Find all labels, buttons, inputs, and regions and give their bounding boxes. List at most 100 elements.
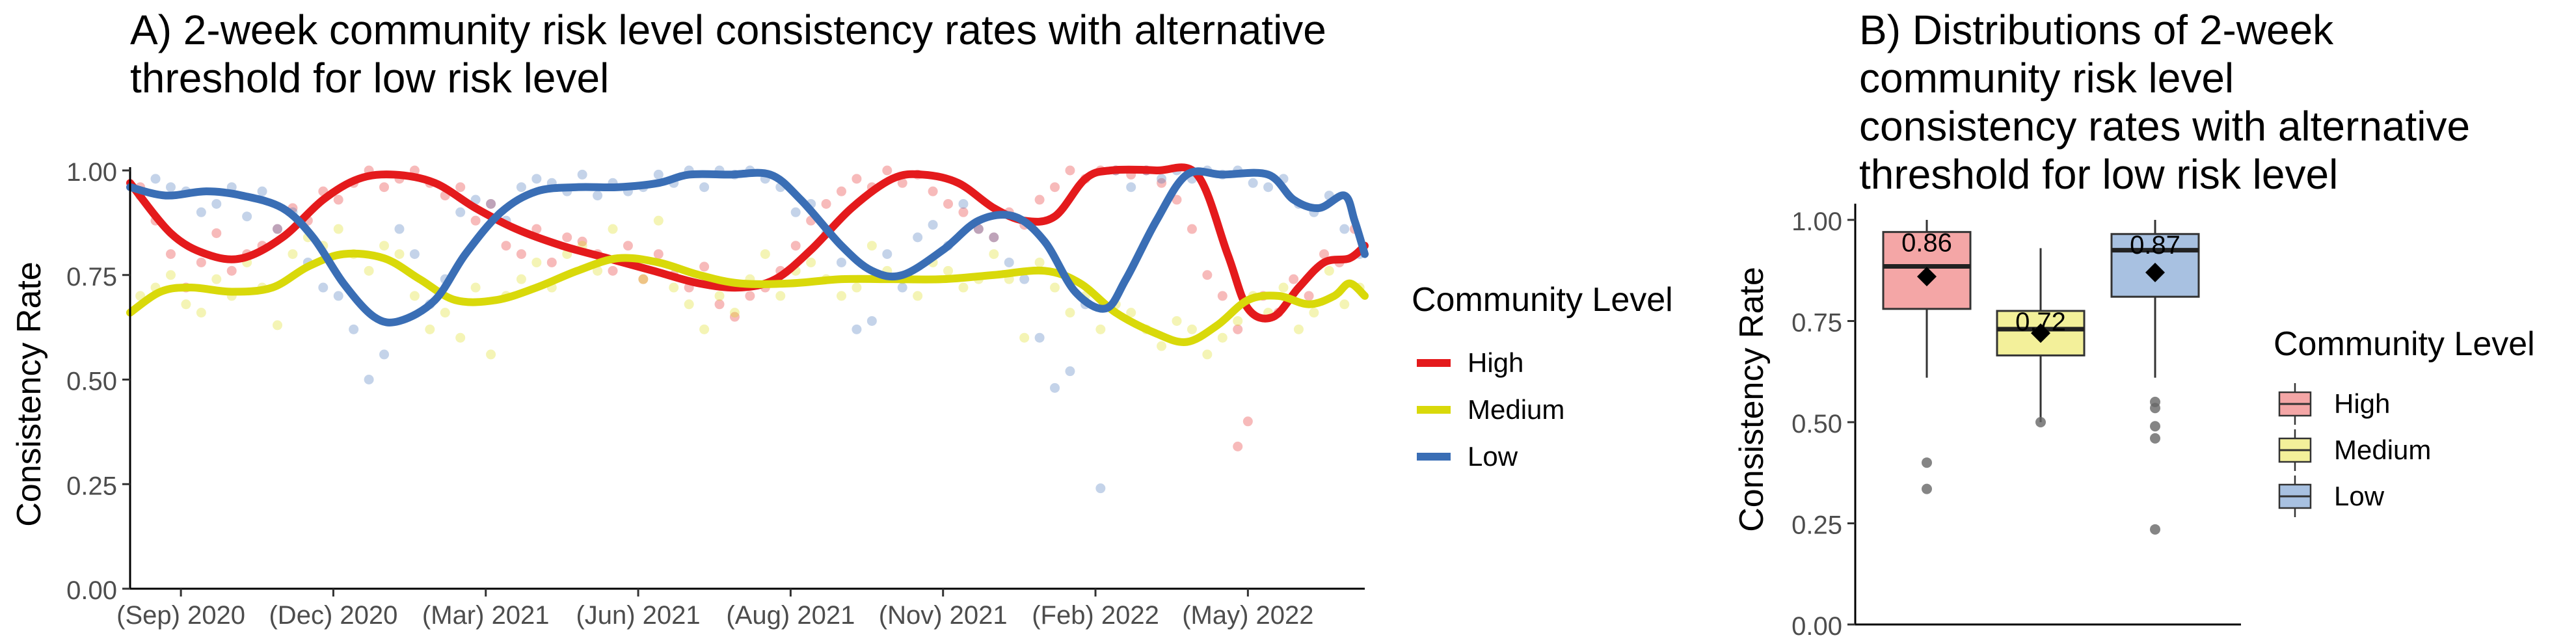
data-point-medium bbox=[273, 320, 283, 330]
data-point-high bbox=[333, 195, 343, 205]
y-tick-label: 0.00 bbox=[1791, 612, 1842, 641]
data-point-medium bbox=[425, 324, 435, 334]
data-point-high bbox=[1289, 274, 1299, 284]
legend-label-low: Low bbox=[2334, 481, 2385, 511]
data-point-high bbox=[653, 249, 664, 260]
data-point-high bbox=[546, 257, 557, 267]
data-point-medium bbox=[486, 349, 496, 360]
legend-label-high: High bbox=[2334, 388, 2390, 419]
data-point-high bbox=[379, 182, 390, 193]
panel-b-legend: Community Level High Medium Low bbox=[2274, 325, 2535, 517]
legend-item-high: High bbox=[2278, 383, 2390, 425]
data-point-medium bbox=[1278, 282, 1289, 293]
data-point-low bbox=[1004, 257, 1014, 267]
data-point-low bbox=[409, 249, 420, 260]
data-point-high bbox=[226, 265, 237, 276]
data-point-low bbox=[379, 349, 390, 360]
x-tick-label: (Sep) 2020 bbox=[116, 601, 245, 630]
legend-label-medium: Medium bbox=[1468, 394, 1564, 425]
data-point-medium bbox=[470, 282, 481, 293]
data-point-high bbox=[638, 274, 649, 284]
data-point-low bbox=[699, 182, 710, 193]
smooth-line-high bbox=[126, 163, 1369, 323]
legend-label-medium: Medium bbox=[2334, 435, 2431, 465]
data-point-low bbox=[1019, 274, 1030, 284]
data-point-high bbox=[577, 236, 587, 247]
panel-b-title-line: threshold for low risk level bbox=[1859, 151, 2338, 198]
data-point-low bbox=[1157, 174, 1167, 184]
x-tick-label: (Feb) 2022 bbox=[1032, 601, 1159, 630]
data-point-high bbox=[531, 224, 542, 234]
panel-a-smooth-lines bbox=[126, 163, 1369, 346]
data-point-low bbox=[989, 232, 999, 243]
outlier-point bbox=[1922, 483, 1932, 494]
data-point-high bbox=[1202, 270, 1213, 280]
data-point-low bbox=[1126, 182, 1136, 193]
outlier-point bbox=[2150, 421, 2160, 432]
data-point-medium bbox=[593, 265, 603, 276]
data-point-low bbox=[882, 249, 892, 260]
panel-b-title-line: community risk level bbox=[1859, 55, 2234, 101]
data-point-low bbox=[577, 169, 587, 180]
data-point-medium bbox=[1050, 282, 1060, 293]
data-point-medium bbox=[1324, 265, 1334, 276]
data-point-high bbox=[1157, 178, 1167, 188]
data-point-low bbox=[593, 191, 603, 201]
data-point-high bbox=[501, 241, 511, 251]
y-tick-label: 1.00 bbox=[66, 158, 117, 187]
data-point-low bbox=[531, 174, 542, 184]
data-point-high bbox=[943, 198, 954, 209]
data-point-medium bbox=[684, 299, 694, 310]
data-point-high bbox=[486, 198, 496, 209]
legend-label-low: Low bbox=[1468, 441, 1518, 472]
panel-a-y-axis-label: Consistency Rate bbox=[10, 262, 48, 527]
panel-b-legend-title: Community Level bbox=[2274, 325, 2535, 363]
data-point-medium bbox=[852, 282, 862, 293]
data-point-medium bbox=[1187, 324, 1197, 334]
data-point-medium bbox=[288, 249, 298, 260]
data-point-high bbox=[821, 198, 831, 209]
data-point-medium bbox=[394, 249, 405, 260]
data-point-medium bbox=[1034, 257, 1045, 267]
data-point-high bbox=[1034, 195, 1045, 205]
mean-label: 0.87 bbox=[2130, 231, 2180, 260]
data-point-high bbox=[1217, 291, 1228, 301]
data-point-medium bbox=[379, 241, 390, 251]
data-point-high bbox=[1304, 291, 1314, 301]
data-point-high bbox=[211, 228, 222, 238]
panel-b-boxes: 0.86 0.72 0.87 bbox=[1882, 220, 2200, 535]
data-point-medium bbox=[608, 224, 618, 234]
data-point-low bbox=[1248, 178, 1258, 188]
panel-a-points bbox=[135, 165, 1365, 494]
data-point-medium bbox=[806, 257, 816, 267]
data-point-low bbox=[928, 220, 938, 230]
outlier-point bbox=[2035, 417, 2046, 427]
box-low: 0.87 bbox=[2110, 220, 2200, 535]
outlier-point bbox=[2150, 433, 2160, 444]
data-point-medium bbox=[1309, 308, 1319, 318]
legend-item-medium: Medium bbox=[2278, 429, 2431, 471]
data-point-medium bbox=[531, 257, 542, 267]
data-point-low bbox=[1065, 366, 1075, 377]
data-point-high bbox=[1172, 195, 1182, 205]
data-point-low bbox=[211, 198, 222, 209]
data-point-high bbox=[836, 186, 846, 196]
data-point-medium bbox=[913, 291, 923, 301]
data-point-low bbox=[836, 257, 846, 267]
y-tick-label: 0.50 bbox=[1791, 410, 1842, 438]
data-point-low bbox=[196, 207, 206, 217]
data-point-medium bbox=[181, 299, 191, 310]
panel-b-axes: 0.00 0.25 0.50 0.75 1.00 bbox=[1791, 204, 2241, 641]
y-tick-label: 0.50 bbox=[66, 368, 117, 396]
data-point-high bbox=[989, 232, 999, 243]
data-point-medium bbox=[1202, 349, 1213, 360]
data-point-high bbox=[516, 249, 526, 260]
data-point-medium bbox=[196, 308, 206, 318]
panel-a-title-line1: A) 2-week community risk level consisten… bbox=[130, 7, 1326, 53]
data-point-medium bbox=[364, 265, 374, 276]
legend-label-high: High bbox=[1468, 347, 1523, 378]
x-tick-label: (Aug) 2021 bbox=[726, 601, 855, 630]
